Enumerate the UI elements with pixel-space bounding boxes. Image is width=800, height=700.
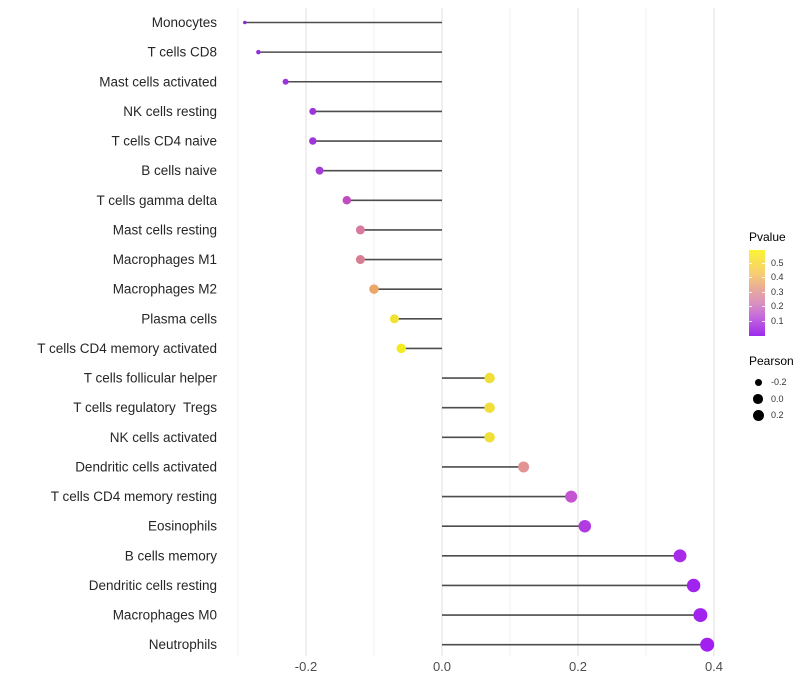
row-label: T cells follicular helper xyxy=(84,371,218,386)
lollipop-dot xyxy=(355,225,365,235)
pearson-size-dot xyxy=(753,394,763,404)
pearson-legend: Pearson -0.2 0.0 0.2 xyxy=(741,354,800,424)
lollipop-dots xyxy=(243,20,715,652)
row-label: Dendritic cells activated xyxy=(75,459,217,474)
lollipop-dot xyxy=(565,490,578,503)
x-tick-label: 0.2 xyxy=(569,659,587,674)
pvalue-tick-mark xyxy=(762,306,765,307)
pvalue-tick-label: 0.2 xyxy=(771,301,784,311)
row-label: Dendritic cells resting xyxy=(89,578,217,593)
row-label: T cells CD4 memory activated xyxy=(37,341,217,356)
pvalue-tick-mark xyxy=(749,306,752,307)
lollipop-dot xyxy=(355,255,365,265)
pvalue-tick-mark xyxy=(762,277,765,278)
lollipop-dot xyxy=(243,20,247,25)
row-label: T cells gamma delta xyxy=(96,193,217,208)
row-label: Eosinophils xyxy=(148,519,217,534)
row-label: Monocytes xyxy=(152,15,218,30)
row-label: T cells CD4 naive xyxy=(111,134,217,149)
row-label: Macrophages M1 xyxy=(113,252,217,267)
lollipop-dot xyxy=(309,107,317,115)
row-label: Macrophages M2 xyxy=(113,282,217,297)
lollipop-dot xyxy=(484,372,495,384)
pearson-item-label: -0.2 xyxy=(771,377,787,388)
lollipop-dot xyxy=(256,49,261,55)
pvalue-tick-mark xyxy=(749,262,752,264)
pvalue-tick-label: 0.1 xyxy=(771,315,784,326)
pvalue-tick-mark xyxy=(749,320,752,322)
lollipop-dot xyxy=(673,549,687,563)
lollipop-dot xyxy=(518,461,530,473)
row-label: B cells naive xyxy=(141,163,217,178)
lollipop-dot xyxy=(389,314,399,324)
gridlines xyxy=(237,8,715,656)
row-label: NK cells activated xyxy=(110,430,217,445)
x-tick-label: 0.4 xyxy=(705,659,723,674)
pearson-legend-title: Pearson xyxy=(749,354,794,368)
pearson-legend-item: 0.2 xyxy=(749,407,800,424)
x-axis-tick-labels: -0.2 0.0 0.2 0.4 xyxy=(295,659,723,674)
lollipop-dot xyxy=(282,78,289,85)
pvalue-colorbar xyxy=(749,250,765,336)
pearson-size-dot xyxy=(754,378,762,386)
lollipop-dot xyxy=(693,608,708,623)
lollipop-dot xyxy=(484,402,495,413)
lollipop-dot xyxy=(578,519,592,533)
pvalue-tick-label: 0.5 xyxy=(771,257,784,268)
pvalue-legend-title: Pvalue xyxy=(749,230,786,244)
row-label: B cells memory xyxy=(125,548,218,563)
lollipop-dot xyxy=(484,432,495,443)
row-label: Plasma cells xyxy=(141,311,217,326)
pvalue-tick-mark xyxy=(749,291,752,293)
lollipop-dot xyxy=(309,137,317,145)
row-label: T cells CD4 memory resting xyxy=(51,489,217,504)
lollipop-dot xyxy=(700,637,715,652)
lollipop-dot xyxy=(686,578,701,593)
lollipop-stems xyxy=(244,21,708,646)
lollipop-dot xyxy=(315,166,324,175)
pvalue-tick-label: 0.3 xyxy=(771,286,784,297)
pvalue-tick-label: 0.4 xyxy=(771,272,784,282)
pvalue-tick-mark xyxy=(762,291,765,293)
pearson-legend-item: -0.2 xyxy=(749,374,800,391)
lollipop-dot xyxy=(342,196,352,205)
lollipop-dot xyxy=(396,343,406,354)
row-label: Macrophages M0 xyxy=(113,608,217,623)
row-label: Neutrophils xyxy=(149,637,218,652)
x-tick-label: 0.0 xyxy=(433,659,451,674)
lollipop-dot xyxy=(369,284,379,294)
row-labels: Monocytes T cells CD8 Mast cells activated… xyxy=(37,15,217,652)
pearson-item-label: 0.2 xyxy=(771,410,784,421)
legend: Pvalue 0.5 0.4 0.3 0.2 0.1 Pearson -0.2 0.0 0.… xyxy=(741,230,800,424)
pvalue-tick-mark xyxy=(762,262,765,264)
x-tick-label: -0.2 xyxy=(295,659,317,674)
row-label: T cells regulatory Tregs xyxy=(73,400,217,415)
pearson-item-label: 0.0 xyxy=(771,393,784,404)
pvalue-tick-mark xyxy=(762,320,765,322)
row-label: T cells CD8 xyxy=(147,45,217,60)
pvalue-tick-mark xyxy=(749,277,752,278)
row-label: Mast cells resting xyxy=(113,222,217,237)
pearson-size-dot xyxy=(752,409,764,421)
row-label: Mast cells activated xyxy=(99,74,217,89)
pearson-legend-item: 0.0 xyxy=(749,391,800,408)
row-label: NK cells resting xyxy=(123,104,217,119)
pvalue-gradient-bar: 0.5 0.4 0.3 0.2 0.1 xyxy=(749,250,784,336)
